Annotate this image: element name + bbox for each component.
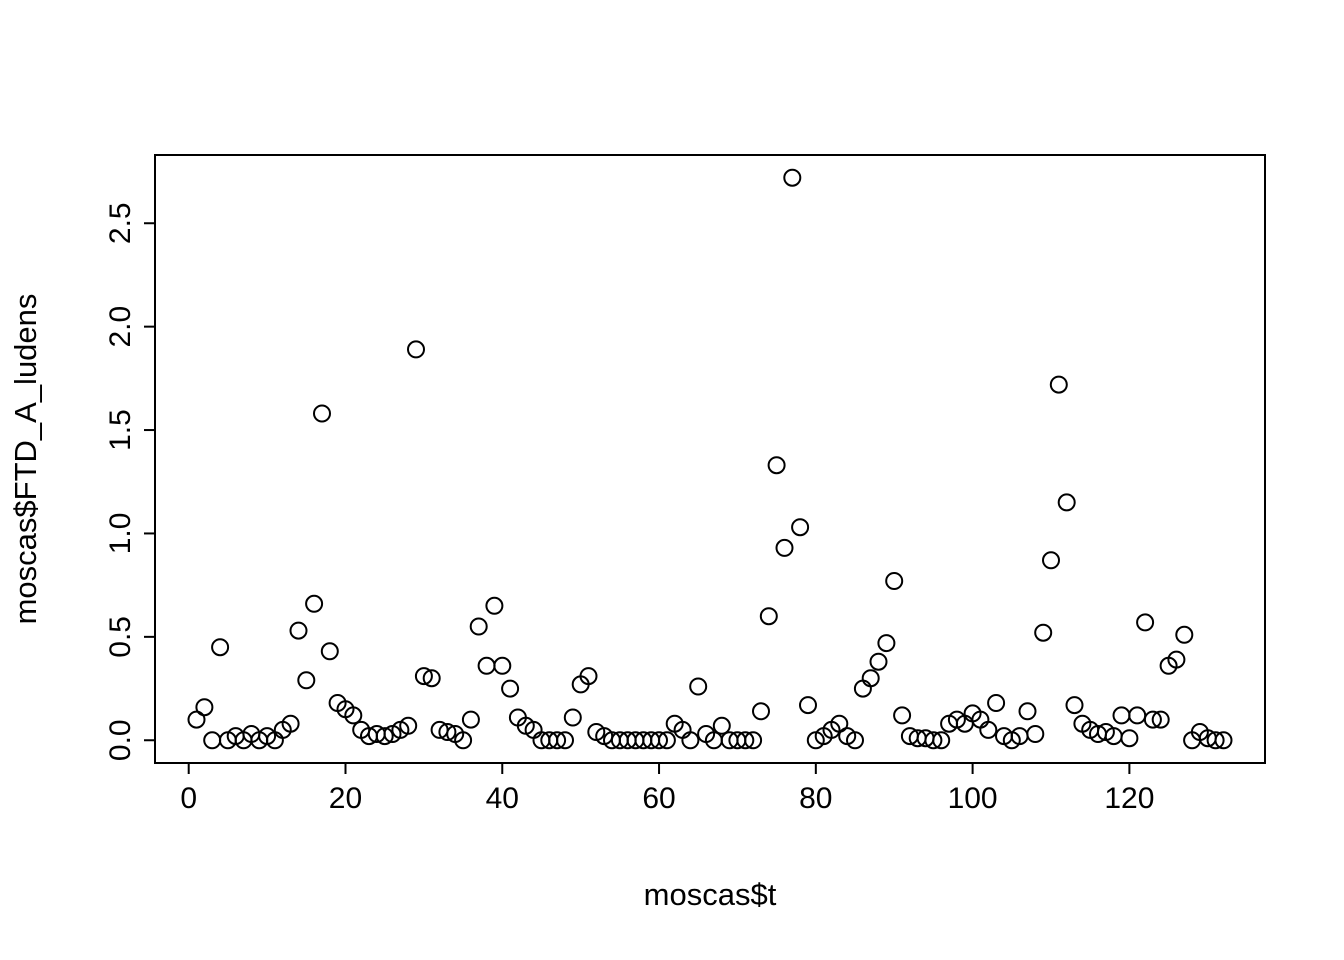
y-axis-tick-label: 1.5 — [104, 409, 137, 451]
data-point — [924, 731, 943, 750]
data-point — [1175, 625, 1194, 644]
x-axis-tick-label: 20 — [329, 782, 362, 815]
data-point — [501, 679, 520, 698]
data-point — [579, 667, 598, 686]
data-point — [791, 518, 810, 537]
data-point — [375, 727, 394, 746]
data-point — [454, 731, 473, 750]
data-point — [461, 710, 480, 729]
plot-border — [154, 154, 1266, 764]
data-point — [1143, 710, 1162, 729]
data-point — [650, 731, 668, 750]
data-point — [399, 716, 418, 735]
data-point — [712, 716, 731, 735]
data-point — [681, 731, 700, 750]
data-point — [1120, 729, 1139, 748]
y-axis-tick-label: 2.5 — [104, 202, 137, 244]
data-point — [987, 694, 1006, 712]
data-point — [1065, 696, 1084, 715]
x-axis-label: moscas$t — [644, 877, 777, 912]
data-point — [1057, 493, 1076, 512]
data-point — [195, 698, 214, 717]
data-point — [775, 538, 794, 557]
data-point — [281, 714, 300, 733]
data-point — [548, 731, 567, 750]
x-axis-tick-label: 80 — [799, 782, 832, 815]
data-point — [1042, 551, 1060, 570]
data-point — [744, 731, 763, 750]
data-point — [932, 731, 951, 750]
data-point — [211, 638, 230, 657]
data-point — [1214, 731, 1233, 750]
data-point — [759, 607, 778, 626]
data-point — [438, 723, 457, 741]
data-point — [1206, 731, 1225, 750]
data-point — [1151, 710, 1170, 729]
data-point — [869, 652, 888, 671]
data-point — [799, 696, 817, 715]
x-axis-tick-label: 0 — [180, 782, 197, 815]
data-point — [1128, 706, 1147, 725]
data-point — [477, 656, 496, 675]
data-point — [407, 340, 425, 359]
data-point — [187, 710, 206, 729]
data-point — [893, 706, 912, 725]
data-point — [752, 702, 770, 721]
x-axis-tick-label: 60 — [642, 782, 675, 815]
data-point — [736, 731, 755, 750]
data-point — [1049, 375, 1068, 394]
data-point — [979, 720, 998, 739]
data-point — [344, 706, 363, 725]
data-point — [422, 669, 441, 688]
y-axis-tick-label: 0.5 — [104, 616, 137, 658]
data-point — [289, 621, 308, 640]
data-point — [861, 669, 880, 688]
data-point — [563, 708, 582, 727]
x-axis-tick-label: 100 — [948, 782, 998, 815]
data-point — [1018, 702, 1037, 721]
data-point — [493, 656, 512, 675]
data-point — [877, 634, 896, 653]
y-axis-tick-label: 2.0 — [104, 306, 137, 348]
x-axis-tick-label: 120 — [1104, 782, 1154, 815]
data-point — [853, 679, 872, 698]
data-point — [767, 456, 786, 475]
data-point — [1167, 650, 1186, 669]
data-point — [783, 168, 802, 187]
data-point — [689, 677, 708, 696]
data-point — [313, 404, 331, 423]
data-point — [1112, 706, 1131, 725]
data-point — [469, 617, 488, 636]
data-point — [846, 731, 864, 750]
data-point — [414, 667, 433, 686]
data-point — [556, 731, 574, 750]
data-point — [657, 731, 676, 750]
y-axis-tick-label: 0.0 — [104, 719, 137, 761]
data-point — [1034, 623, 1053, 642]
y-axis-label: moscas$FTD_A_ludens — [8, 294, 43, 625]
data-point — [1026, 725, 1045, 743]
y-axis-tick-label: 1.0 — [104, 513, 137, 555]
data-point — [885, 572, 904, 590]
data-point — [297, 671, 316, 690]
data-point — [830, 714, 849, 733]
data-point — [203, 731, 222, 750]
data-point — [1136, 613, 1155, 632]
data-point — [305, 594, 324, 613]
x-axis-tick-label: 40 — [486, 782, 519, 815]
data-point — [320, 642, 339, 661]
data-point — [485, 596, 504, 615]
